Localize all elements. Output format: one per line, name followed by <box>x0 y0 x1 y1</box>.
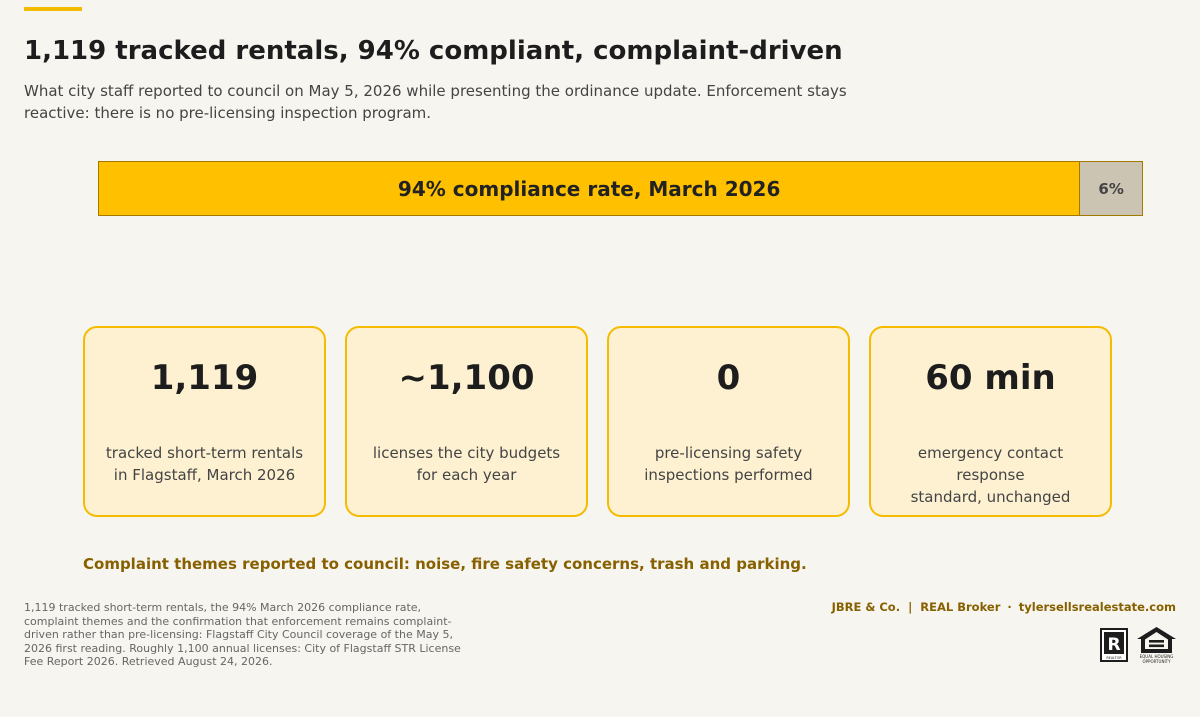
compliance-bar: 94% compliance rate, March 2026 6% <box>98 161 1143 216</box>
noncompliance-percent-label: 6% <box>1098 179 1124 198</box>
stat-value: 1,119 <box>150 358 259 398</box>
source-note: 1,119 tracked short-term rentals, the 94… <box>24 601 461 668</box>
brand-footer: JBRE & Co. | REAL Broker · tylersellsreale… <box>832 600 1176 614</box>
noncompliance-bar-segment: 6% <box>1080 161 1143 216</box>
stat-card-tracked-rentals: 1,119 tracked short-term rentals in Flag… <box>83 326 326 517</box>
stat-description-line: for each year <box>416 466 517 484</box>
stat-value: 0 <box>716 358 741 398</box>
stat-description-line: licenses the city budgets <box>372 444 561 462</box>
website-text: tylersellsrealestate.com <box>1018 600 1176 614</box>
stat-description-line: emergency contact response <box>917 444 1064 484</box>
eho-logo-text-line1: EQUAL HOUSING <box>1140 654 1174 659</box>
brand-name: JBRE & Co. | REAL Broker <box>831 600 1001 614</box>
realtor-logo-icon: R REALTOR <box>1100 628 1128 662</box>
stat-card-response-standard: 60 min emergency contact response standa… <box>869 326 1112 517</box>
stat-description-line: pre-licensing safety <box>654 444 803 462</box>
compliance-bar-label: 94% compliance rate, March 2026 <box>397 176 781 201</box>
stat-value: 60 min <box>925 358 1056 398</box>
complaint-themes: Complaint themes reported to council: no… <box>83 555 807 573</box>
stat-description: licenses the city budgets for each year <box>359 442 574 486</box>
brand-separator: · <box>1007 600 1012 614</box>
page-title: 1,119 tracked rentals, 94% compliant, co… <box>24 36 843 66</box>
equal-housing-opportunity-icon: EQUAL HOUSING OPPORTUNITY <box>1137 627 1176 664</box>
stat-description-line: tracked short-term rentals <box>105 444 304 462</box>
stat-description-line: standard, unchanged <box>910 488 1071 506</box>
compliance-bar-fill: 94% compliance rate, March 2026 <box>98 161 1081 216</box>
stat-description-line: inspections performed <box>644 466 813 484</box>
stat-description-line: in Flagstaff, March 2026 <box>113 466 296 484</box>
stat-description: emergency contact response standard, unc… <box>883 442 1098 508</box>
stat-card-budgeted-licenses: ~1,100 licenses the city budgets for eac… <box>345 326 588 517</box>
stat-description: pre-licensing safety inspections perform… <box>621 442 836 486</box>
eho-logo-text-line2: OPPORTUNITY <box>1142 659 1171 664</box>
accent-rule <box>24 7 82 11</box>
page-subtitle: What city staff reported to council on M… <box>24 82 847 122</box>
stat-description: tracked short-term rentals in Flagstaff,… <box>97 442 312 486</box>
realtor-logo-text: REALTOR <box>1106 656 1122 660</box>
svg-text:R: R <box>1107 635 1120 655</box>
stat-card-safety-inspections: 0 pre-licensing safety inspections perfo… <box>607 326 850 517</box>
stat-value: ~1,100 <box>398 358 535 398</box>
